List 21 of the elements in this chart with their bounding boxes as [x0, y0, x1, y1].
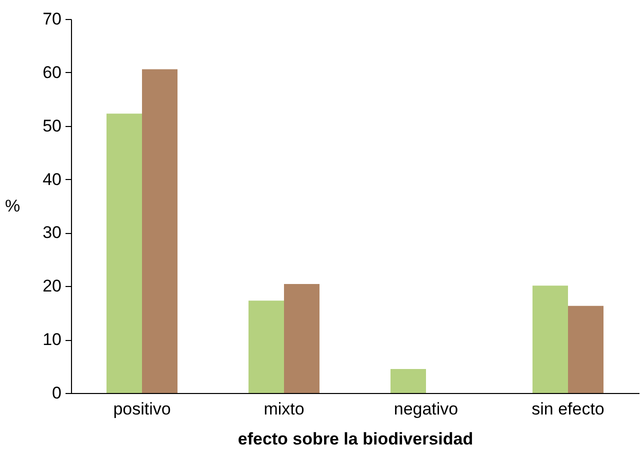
x-tick-label: positivo: [113, 400, 171, 418]
y-tick-label: 40: [42, 170, 62, 189]
y-tick-label: 30: [42, 223, 62, 242]
y-tick-label: 60: [42, 62, 62, 82]
x-tick-label: negativo: [394, 400, 458, 418]
bar: [142, 69, 178, 393]
bar: [106, 114, 142, 393]
y-tick-label: 0: [52, 384, 62, 402]
bar: [390, 368, 426, 393]
x-axis-title: efecto sobre la biodiversidad: [238, 430, 474, 448]
bar: [532, 286, 568, 393]
bar: [568, 306, 604, 393]
y-tick-label: 70: [42, 10, 62, 28]
x-tick-label: sin efecto: [532, 400, 604, 418]
y-tick-label: 20: [42, 276, 62, 296]
y-tick-label: 10: [42, 330, 62, 350]
bar: [284, 284, 320, 393]
y-axis-title: %: [5, 196, 20, 216]
bar: [248, 300, 284, 393]
x-tick-label: mixto: [264, 400, 304, 418]
y-tick-label: 50: [42, 116, 62, 136]
